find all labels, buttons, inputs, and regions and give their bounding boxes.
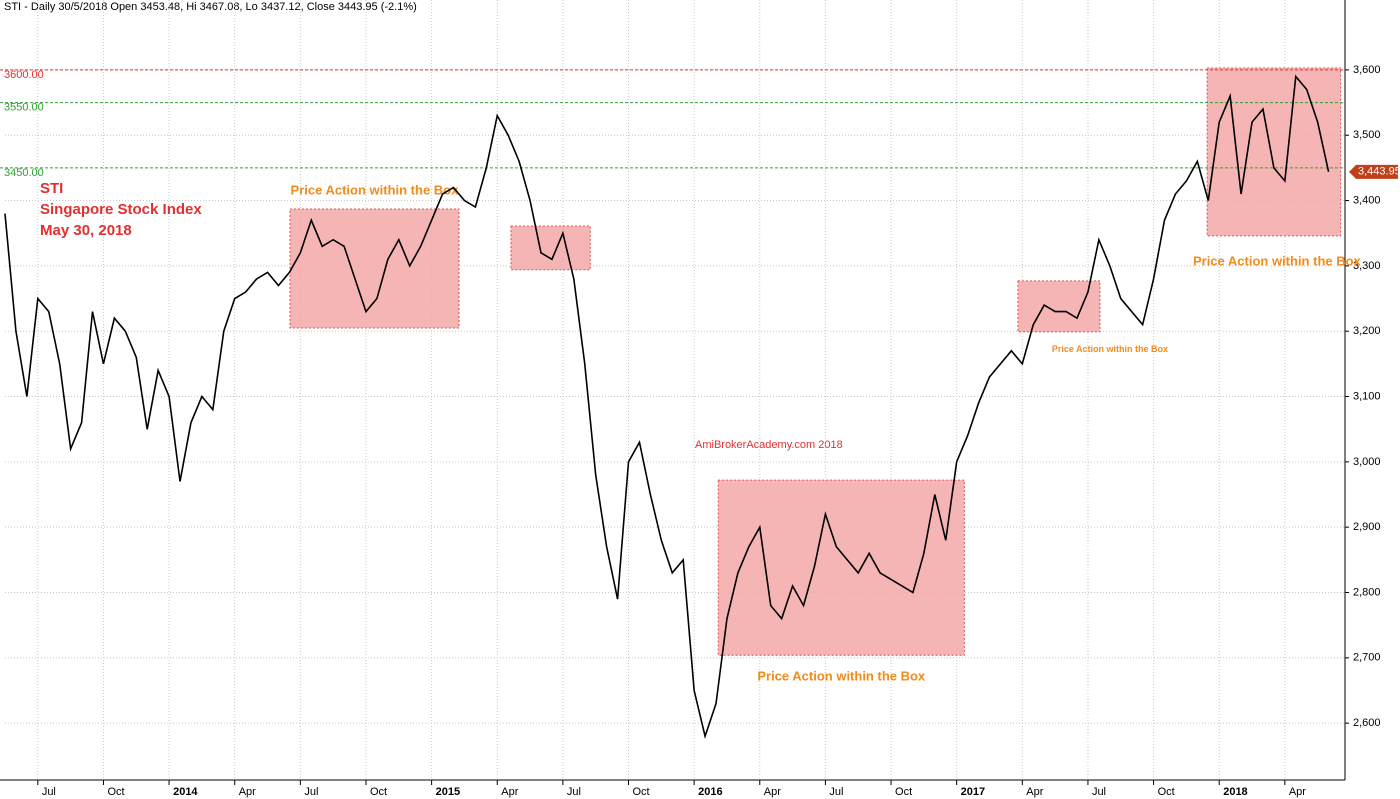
y-tick-label: 2,600	[1353, 717, 1381, 729]
price-box	[1206, 67, 1342, 237]
x-tick-label: 2017	[961, 786, 985, 798]
x-tick-label: Apr	[501, 786, 518, 798]
x-tick-label: Jul	[42, 786, 56, 798]
x-tick-label: 2018	[1223, 786, 1247, 798]
y-tick-label: 3,400	[1353, 194, 1381, 206]
x-tick-label: Oct	[895, 786, 912, 798]
level-label: 3450.00	[4, 167, 44, 179]
price-box	[1017, 280, 1101, 333]
box-label: Price Action within the Box	[1052, 344, 1168, 354]
y-tick-label: 3,300	[1353, 260, 1381, 272]
box-label: Price Action within the Box	[1193, 253, 1362, 268]
price-box	[289, 208, 460, 329]
x-tick-label: Jul	[1092, 786, 1106, 798]
y-tick-label: 2,800	[1353, 586, 1381, 598]
x-tick-label: Apr	[1026, 786, 1043, 798]
y-tick-label: 3,600	[1353, 64, 1381, 76]
x-tick-label: Jul	[567, 786, 581, 798]
price-box	[510, 225, 591, 271]
x-tick-label: Oct	[107, 786, 124, 798]
box-label: Price Action within the Box	[291, 182, 460, 197]
x-tick-label: Jul	[829, 786, 843, 798]
x-tick-label: Oct	[1158, 786, 1175, 798]
y-tick-label: 3,100	[1353, 390, 1381, 402]
level-label: 3550.00	[4, 101, 44, 113]
x-tick-label: Jul	[304, 786, 318, 798]
price-line	[4, 74, 1330, 740]
last-price-label: 3,443.95	[1358, 166, 1400, 178]
last-price-tag	[1349, 164, 1398, 179]
x-tick-label: Oct	[370, 786, 387, 798]
title: STI	[40, 180, 63, 197]
watermark: AmiBrokerAcademy.com 2018	[695, 439, 843, 451]
x-tick-label: 2016	[698, 786, 722, 798]
level-label: 3600.00	[4, 69, 44, 81]
x-tick-label: Apr	[239, 786, 256, 798]
box-label: Price Action within the Box	[757, 669, 926, 684]
price-box	[717, 479, 965, 656]
y-tick-label: 2,900	[1353, 521, 1381, 533]
x-tick-label: 2014	[173, 786, 198, 798]
y-tick-label: 3,000	[1353, 456, 1381, 468]
x-tick-label: 2015	[436, 786, 460, 798]
x-tick-label: Apr	[764, 786, 781, 798]
y-tick-label: 3,200	[1353, 325, 1381, 337]
x-tick-label: Apr	[1289, 786, 1306, 798]
y-tick-label: 2,700	[1353, 652, 1381, 664]
y-tick-label: 3,500	[1353, 129, 1381, 141]
x-tick-label: Oct	[633, 786, 650, 798]
title: Singapore Stock Index	[40, 201, 202, 218]
header: STI - Daily 30/5/2018 Open 3453.48, Hi 3…	[4, 1, 417, 13]
title: May 30, 2018	[40, 222, 132, 239]
